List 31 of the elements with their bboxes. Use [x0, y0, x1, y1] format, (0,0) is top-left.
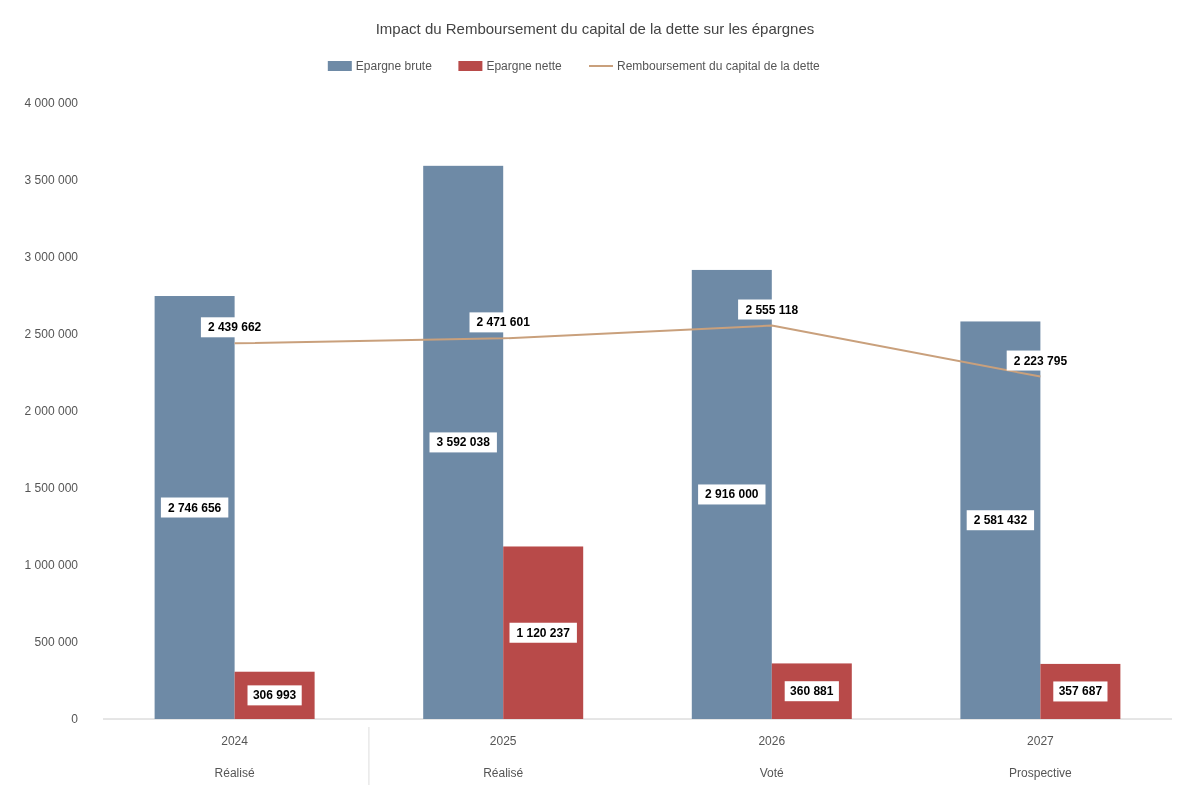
y-tick-label: 3 000 000 [24, 250, 79, 264]
y-tick-label: 3 500 000 [24, 173, 79, 187]
data-label: 2 555 118 [745, 302, 799, 317]
y-tick-label: 2 500 000 [24, 327, 79, 341]
legend-label: Epargne nette [486, 59, 563, 73]
legend-label: Epargne brute [355, 59, 433, 73]
data-label: 2 581 432 [973, 513, 1028, 528]
y-tick-label: 0 [71, 712, 79, 726]
legend-label: Remboursement du capital de la dette [617, 59, 821, 73]
category-label: 2025 Réalisé [483, 734, 524, 780]
data-label: 306 993 [252, 688, 297, 703]
bar [503, 546, 584, 719]
y-tick-label: 2 000 000 [24, 404, 79, 418]
data-label: 2 746 656 [167, 500, 222, 515]
data-label: 2 471 601 [476, 315, 531, 330]
bar [423, 165, 504, 719]
data-label: 1 120 237 [516, 625, 571, 640]
data-label: 2 439 662 [207, 320, 262, 335]
chart-title: Impact du Remboursement du capital de la dette sur les épargnes [375, 20, 815, 37]
category-label: 2026 Voté [758, 734, 786, 780]
data-label: 2 916 000 [705, 487, 759, 502]
category-label: 2027 Prospective [1009, 734, 1072, 780]
y-tick-label: 1 500 000 [24, 481, 79, 495]
category-label: 2024 Réalisé [214, 734, 255, 780]
y-tick-label: 500 000 [34, 635, 79, 649]
y-tick-label: 4 000 000 [24, 96, 79, 110]
data-label: 357 687 [1058, 684, 1103, 699]
data-label: 3 592 038 [436, 435, 491, 450]
y-tick-label: 1 000 000 [24, 558, 79, 572]
data-label: 360 881 [790, 684, 834, 699]
data-label: 2 223 795 [1013, 353, 1068, 368]
